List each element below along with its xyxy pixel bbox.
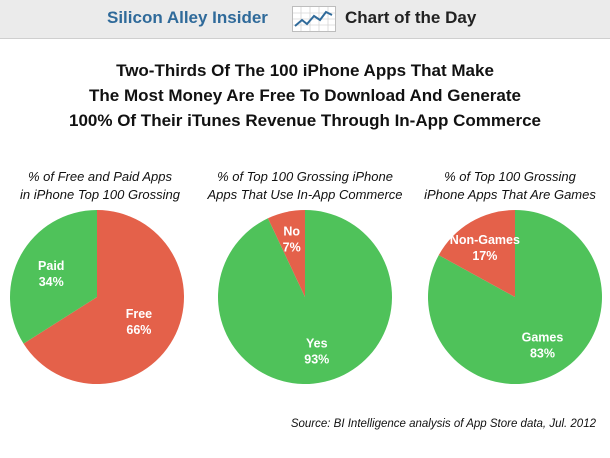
pie-1-slice-label: Paid (38, 259, 64, 273)
pie-3-slice-value: 17% (472, 249, 497, 263)
title-line: The Most Money Are Free To Download And … (89, 86, 521, 105)
pie-3-title-line: iPhone Apps That Are Games (424, 187, 596, 202)
pie-2-slice-value: 7% (283, 241, 301, 255)
pie-3-slice-label: Games (522, 330, 564, 344)
pie-1-slice-label: Free (126, 307, 152, 321)
pie-3-slice-label: Non-Games (450, 233, 520, 247)
chart-of-the-day-label: Chart of the Day (345, 8, 477, 27)
pie-2-slice-label: Yes (306, 337, 328, 351)
pie-2-title: % of Top 100 Grossing iPhone Apps That U… (205, 168, 405, 204)
pie-1-slice-free (23, 210, 184, 384)
brand-name: Silicon Alley Insider (107, 8, 268, 27)
pie-2-slice-yes (218, 209, 393, 384)
pie-1-slice-value: 66% (126, 323, 151, 337)
pie-1-slice-value: 34% (39, 275, 64, 289)
title-line: Two-Thirds Of The 100 iPhone Apps That M… (116, 61, 494, 80)
pie-2-title-line: Apps That Use In-App Commerce (207, 187, 403, 202)
title-line: 100% Of Their iTunes Revenue Through In-… (69, 111, 541, 130)
pie-2-slice-no (267, 210, 305, 297)
pie-2-slice-label: No (283, 225, 300, 239)
pie-1-title-line: % of Free and Paid Apps (27, 169, 173, 184)
pie-1-title-line: in iPhone Top 100 Grossing (20, 187, 180, 202)
source-note: Source: BI Intelligence analysis of App … (290, 418, 596, 430)
pie-2-title-line: % of Top 100 Grossing iPhone (217, 169, 393, 184)
rising-line-chart-icon (292, 6, 336, 32)
pie-3-slice-value: 83% (530, 346, 555, 360)
pie-3-slice-non-games (438, 210, 515, 297)
chart-title: Two-Thirds Of The 100 iPhone Apps That M… (0, 58, 610, 133)
pie-3-title: % of Top 100 Grossing iPhone Apps That A… (410, 168, 610, 204)
pie-1-title: % of Free and Paid Apps in iPhone Top 10… (0, 168, 200, 204)
pie-3-title-line: % of Top 100 Grossing (444, 169, 576, 184)
header-bar: Silicon Alley Insider Chart of the Day (0, 0, 610, 39)
pie-1-slice-paid (9, 210, 98, 344)
pie-2-slice-value: 93% (304, 353, 329, 367)
